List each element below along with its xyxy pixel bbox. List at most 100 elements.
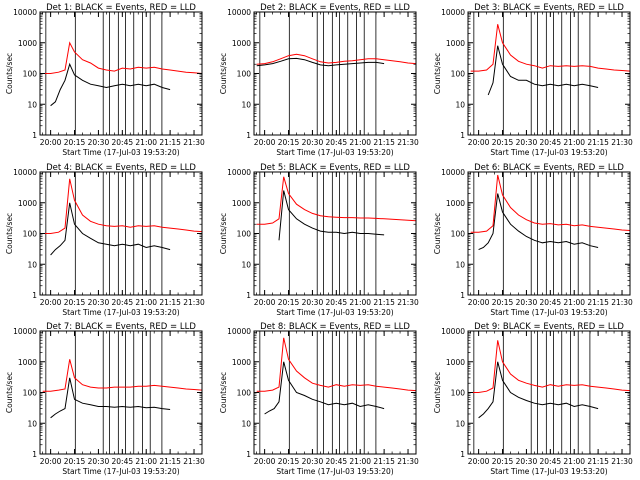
y-tick-label: 1000 [446,358,465,367]
x-tick-label: 20:45 [540,457,562,466]
panel-title: Det 5: BLACK = Events, RED = LLD [260,163,410,173]
x-tick-label: 20:30 [88,298,110,307]
y-tick-label: 1000 [446,39,465,48]
x-axis-label: Start Time (17-Jul-03 19:53:20) [490,467,607,476]
x-tick-label: 20:30 [516,298,538,307]
y-tick-label: 10 [241,419,251,428]
y-tick-label: 10000 [13,168,37,177]
y-tick-label: 10000 [441,8,465,17]
series-events-line [50,62,171,107]
x-tick-label: 20:00 [40,138,62,147]
x-tick-label: 20:15 [64,457,86,466]
y-tick-label: 10 [27,419,37,428]
panel-title: Det 9: BLACK = Events, RED = LLD [474,322,624,332]
x-tick-label: 21:30 [183,457,205,466]
y-tick-label: 10 [455,260,465,269]
series-lld-line [256,53,417,65]
x-tick-label: 20:15 [278,457,300,466]
y-axis-label: Counts/sec [219,53,228,94]
x-tick-label: 21:00 [563,457,585,466]
x-tick-label: 20:30 [516,138,538,147]
x-tick-label: 21:15 [159,138,181,147]
x-tick-label: 21:00 [349,298,371,307]
y-tick-label: 100 [451,389,466,398]
plot-frame [39,330,203,455]
x-tick-label: 20:30 [302,138,324,147]
y-tick-label: 100 [237,389,252,398]
panel-title: Det 7: BLACK = Events, RED = LLD [46,322,196,332]
y-tick-label: 10 [241,100,251,109]
y-axis-label: Counts/sec [5,53,14,94]
y-tick-label: 1000 [232,358,251,367]
x-tick-label: 20:00 [468,457,490,466]
panel-det-3: Det 3: BLACK = Events, RED = LLD 1 10 100 10… [433,3,633,157]
y-tick-label: 1000 [232,199,251,208]
y-tick-label: 10000 [227,8,251,17]
series-lld-line [42,359,203,392]
series-events-line [256,57,385,67]
y-tick-label: 1000 [18,358,37,367]
y-tick-label: 10 [27,260,37,269]
x-tick-label: 21:30 [397,457,419,466]
y-tick-label: 100 [237,70,252,79]
y-axis-label: Counts/sec [219,213,228,254]
y-tick-label: 1 [246,450,251,459]
x-tick-label: 20:45 [112,138,134,147]
x-axis-label: Start Time (17-Jul-03 19:53:20) [62,308,179,317]
x-tick-label: 21:15 [159,298,181,307]
x-tick-label: 21:30 [183,298,205,307]
plot-frame [253,11,417,136]
y-tick-label: 1000 [18,199,37,208]
x-tick-label: 21:15 [159,457,181,466]
panel-title: Det 3: BLACK = Events, RED = LLD [474,3,624,13]
series-events-line [50,202,171,256]
y-axis-label: Counts/sec [5,372,14,413]
series-events-line [478,361,599,419]
panel-title: Det 8: BLACK = Events, RED = LLD [260,322,410,332]
x-axis-label: Start Time (17-Jul-03 19:53:20) [62,467,179,476]
x-tick-label: 20:30 [302,298,324,307]
x-tick-label: 21:30 [183,138,205,147]
x-tick-label: 21:00 [135,457,157,466]
x-axis-label: Start Time (17-Jul-03 19:53:20) [490,308,607,317]
y-tick-label: 10000 [13,8,37,17]
series-lld-line [256,337,417,392]
y-tick-label: 10 [455,100,465,109]
y-tick-label: 100 [451,230,466,239]
x-tick-label: 20:45 [112,298,134,307]
x-tick-label: 20:45 [326,298,348,307]
y-tick-label: 10 [455,419,465,428]
panel-det-4: Det 4: BLACK = Events, RED = LLD 1 10 100 10… [5,163,205,317]
y-axis-label: Counts/sec [433,372,442,413]
y-tick-label: 1 [32,131,37,140]
y-tick-label: 10 [241,260,251,269]
plot-frame [467,11,631,136]
x-tick-label: 20:45 [112,457,134,466]
series-events-line [487,45,599,96]
x-tick-label: 20:00 [468,298,490,307]
x-tick-label: 20:15 [278,138,300,147]
plot-frame [39,11,203,136]
x-tick-label: 20:30 [302,457,324,466]
panel-title: Det 1: BLACK = Events, RED = LLD [46,3,196,13]
plot-frame [467,330,631,455]
y-tick-label: 10000 [227,168,251,177]
x-tick-label: 20:45 [540,138,562,147]
series-lld-line [470,24,631,72]
x-tick-label: 21:30 [611,138,633,147]
x-tick-label: 21:00 [349,138,371,147]
y-tick-label: 10000 [227,327,251,336]
x-tick-label: 20:15 [278,298,300,307]
series-lld-line [470,174,631,233]
y-tick-label: 10000 [441,327,465,336]
y-tick-label: 1 [246,131,251,140]
y-tick-label: 100 [23,389,38,398]
y-tick-label: 1000 [232,39,251,48]
series-events-line [278,190,385,241]
x-tick-label: 21:30 [611,457,633,466]
panel-det-8: Det 8: BLACK = Events, RED = LLD 1 10 100 10… [219,322,419,476]
series-lld-line [470,340,631,393]
x-tick-label: 20:15 [492,457,514,466]
panel-det-9: Det 9: BLACK = Events, RED = LLD 1 10 100 10… [433,322,633,476]
